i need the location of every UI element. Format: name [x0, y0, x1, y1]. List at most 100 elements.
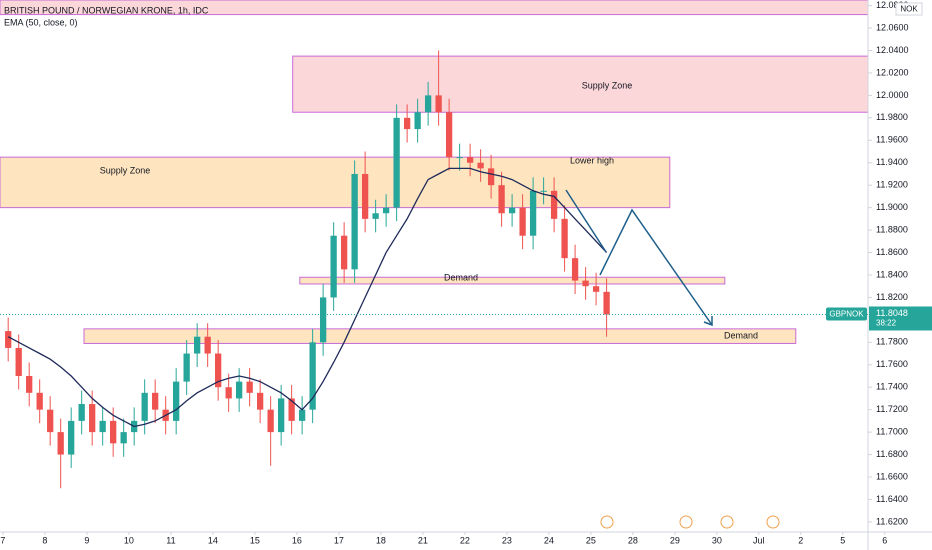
price-tag-value: 11.8048	[876, 308, 908, 318]
y-tick-label: 11.8400	[876, 269, 908, 279]
x-tick-label: 6	[882, 535, 887, 545]
candle-body	[236, 381, 243, 399]
candle-body	[141, 392, 148, 421]
zone	[292, 55, 869, 113]
y-tick-label: 11.7600	[876, 359, 908, 369]
candle-body	[456, 157, 463, 159]
x-tick-label: 15	[250, 535, 260, 545]
candle-body	[540, 190, 547, 192]
candle-body	[99, 420, 106, 433]
ema-line	[7, 167, 608, 428]
x-tick-label: 25	[586, 535, 596, 545]
symbol-tag-text: GBPNOK	[829, 310, 864, 319]
x-tick-label: 30	[712, 535, 722, 545]
zone-label: Demand	[444, 272, 478, 282]
candle-body	[15, 347, 22, 376]
annotation: Lower high	[570, 155, 614, 165]
y-tick-label: 11.7800	[876, 337, 908, 347]
candle-body	[194, 336, 201, 354]
candle-body	[550, 190, 558, 219]
y-tick-label: 11.7000	[876, 426, 908, 436]
price-tag	[869, 306, 932, 331]
x-tick-label: 24	[544, 535, 554, 545]
symbol-tag	[826, 307, 867, 321]
indicator-legend: EMA (50, close, 0)	[4, 17, 78, 27]
arrow-head	[703, 316, 713, 327]
candle-body	[403, 117, 411, 130]
x-tick-label: 5	[840, 535, 845, 545]
x-tick-label: Jul	[753, 535, 765, 545]
candle-body	[215, 353, 222, 388]
x-tick-label: 9	[84, 535, 89, 545]
y-tick-label: 11.6200	[876, 516, 908, 526]
y-tick-label: 12.0000	[876, 90, 909, 100]
zone	[83, 328, 797, 344]
zone	[0, 156, 671, 209]
candle-body	[319, 297, 327, 343]
trend-line	[565, 189, 607, 253]
candle-body	[498, 185, 505, 214]
candle-body	[414, 112, 421, 130]
candle-body	[110, 420, 117, 444]
candle-body	[330, 235, 337, 298]
candle-body	[351, 173, 358, 270]
candle-body	[382, 207, 390, 214]
y-tick-label: 11.7200	[876, 404, 908, 414]
x-tick-label: 21	[418, 535, 428, 545]
candle-body	[309, 342, 316, 410]
candle-body	[78, 404, 85, 421]
candle-body	[603, 291, 610, 315]
zone-label: Supply Zone	[582, 80, 633, 90]
candle-body	[225, 387, 232, 399]
y-tick-label: 11.6600	[876, 471, 908, 481]
candle-body	[508, 207, 516, 214]
candle-body	[435, 95, 442, 113]
x-tick-label: 7	[0, 535, 5, 545]
event-icon[interactable]	[766, 515, 780, 529]
candle-body	[204, 336, 211, 354]
y-tick-label: 11.9800	[876, 112, 908, 122]
candle-body	[267, 409, 274, 433]
candle-body	[173, 381, 180, 421]
event-icon[interactable]	[720, 515, 734, 529]
candle-body	[519, 207, 526, 236]
y-tick-label: 11.7400	[876, 382, 908, 392]
y-tick-label: 11.8800	[876, 224, 908, 234]
candle-body	[120, 432, 127, 444]
projection-path	[599, 208, 713, 326]
y-tick-label: 11.9200	[876, 180, 908, 190]
zone	[299, 276, 726, 285]
candle-body	[36, 392, 43, 410]
x-tick-label: 11	[166, 535, 175, 545]
symbol-title: BRITISH POUND / NORWEGIAN KRONE, 1h, IDC	[4, 5, 209, 15]
candle-body	[298, 409, 306, 421]
y-tick-label: 11.8200	[876, 292, 908, 302]
price-countdown: 38:22	[876, 319, 897, 328]
candle-body	[571, 258, 579, 281]
candle-body	[26, 375, 33, 393]
candle-body	[5, 331, 12, 348]
y-tick-label: 11.9000	[876, 202, 908, 212]
candle-body	[361, 173, 369, 219]
y-tick-label: 11.8600	[876, 247, 908, 257]
candle-body	[47, 409, 54, 433]
zone-label: Demand	[724, 330, 758, 340]
event-icon[interactable]	[679, 515, 693, 529]
x-tick-label: 17	[334, 535, 344, 545]
event-icon[interactable]	[600, 515, 614, 529]
candle-body	[445, 112, 453, 158]
x-tick-label: 10	[124, 535, 134, 545]
candle-body	[477, 162, 484, 169]
y-tick-label: 11.9600	[876, 135, 908, 145]
x-tick-label: 14	[208, 535, 218, 545]
candle-body	[340, 235, 348, 270]
candle-body	[68, 420, 75, 455]
x-tick-label: 2	[798, 535, 803, 545]
x-tick-label: 18	[376, 535, 386, 545]
currency-box	[895, 2, 923, 16]
candle-body	[246, 381, 253, 393]
x-tick-label: 23	[502, 535, 512, 545]
y-tick-label: 11.6800	[876, 449, 908, 459]
